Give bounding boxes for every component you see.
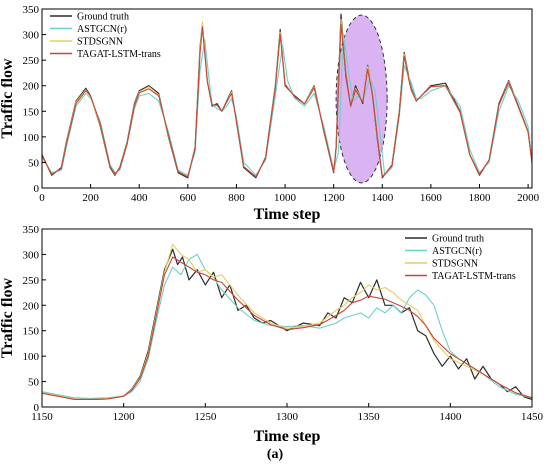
legend-label-tagat: TAGAT-LSTM-trans [77,49,161,60]
y-tick-label: 200 [23,300,40,312]
y-tick-label: 0 [34,183,40,195]
y-tick-label: 300 [23,249,40,261]
legend-label-astgcn: ASTGCN(r) [77,24,127,35]
y-tick-label: 200 [23,81,40,93]
y-tick-label: 100 [23,351,40,363]
series-line-tagat [41,256,533,400]
y-tick-label: 350 [23,4,40,16]
y-tick-label: 300 [23,30,40,42]
x-tick-label: 1400 [371,192,394,204]
legend-label-ground_truth: Ground truth [432,234,484,245]
series-line-astgcn [41,253,533,399]
y-tick-label: 50 [28,377,40,389]
x-tick-label: 1350 [358,411,381,423]
x-tick-label: 1250 [194,411,217,423]
x-tick-label: 600 [180,192,197,204]
x-tick-label: 1450 [521,411,544,423]
x-tick-label: 1200 [323,192,346,204]
x-tick-label: 1800 [469,192,492,204]
x-tick-label: 1200 [113,411,136,423]
x-axis-title: Time step [254,206,321,223]
plot-frame [41,8,533,189]
y-tick-label: 0 [34,402,40,414]
x-tick-label: 1300 [276,411,299,423]
bottom-panel: 1150 1200 1250 1300 1350 1400 1450 0 50 100 150 200… [0,224,544,445]
y-tick-label: 350 [23,224,40,236]
figure-caption: (a) [267,447,284,462]
legend-label-astgcn: ASTGCN(r) [432,246,482,257]
y-axis-title: Traffic flow [0,58,16,139]
y-tick-label: 150 [23,326,40,338]
y-tick-label: 150 [23,106,40,118]
y-axis-title: Traffic flow [0,278,16,359]
top-panel: 0 200 400 600 800 1000 1200 1400 1600 1800 2000 0 50… [0,4,540,223]
x-axis-title: Time step [254,428,321,445]
x-tick-label: 800 [228,192,245,204]
x-tick-label: 1400 [439,411,462,423]
x-tick-label: 200 [82,192,99,204]
legend-label-stdsgnn: STDSGNN [432,259,478,270]
y-tick-label: 100 [23,132,40,144]
x-tick-label: 0 [39,192,45,204]
x-tick-label: 1150 [31,411,53,423]
legend-label-ground_truth: Ground truth [77,12,129,23]
legend-label-stdsgnn: STDSGNN [77,37,123,48]
y-tick-label: 50 [28,157,40,169]
series-line-tagat [41,23,533,178]
legend-label-tagat: TAGAT-LSTM-trans [432,271,516,282]
x-tick-label: 400 [131,192,148,204]
y-tick-label: 250 [23,55,40,67]
x-tick-label: 2000 [517,192,540,204]
x-tick-label: 1600 [420,192,443,204]
y-tick-label: 250 [23,275,40,287]
x-tick-label: 1000 [274,192,297,204]
